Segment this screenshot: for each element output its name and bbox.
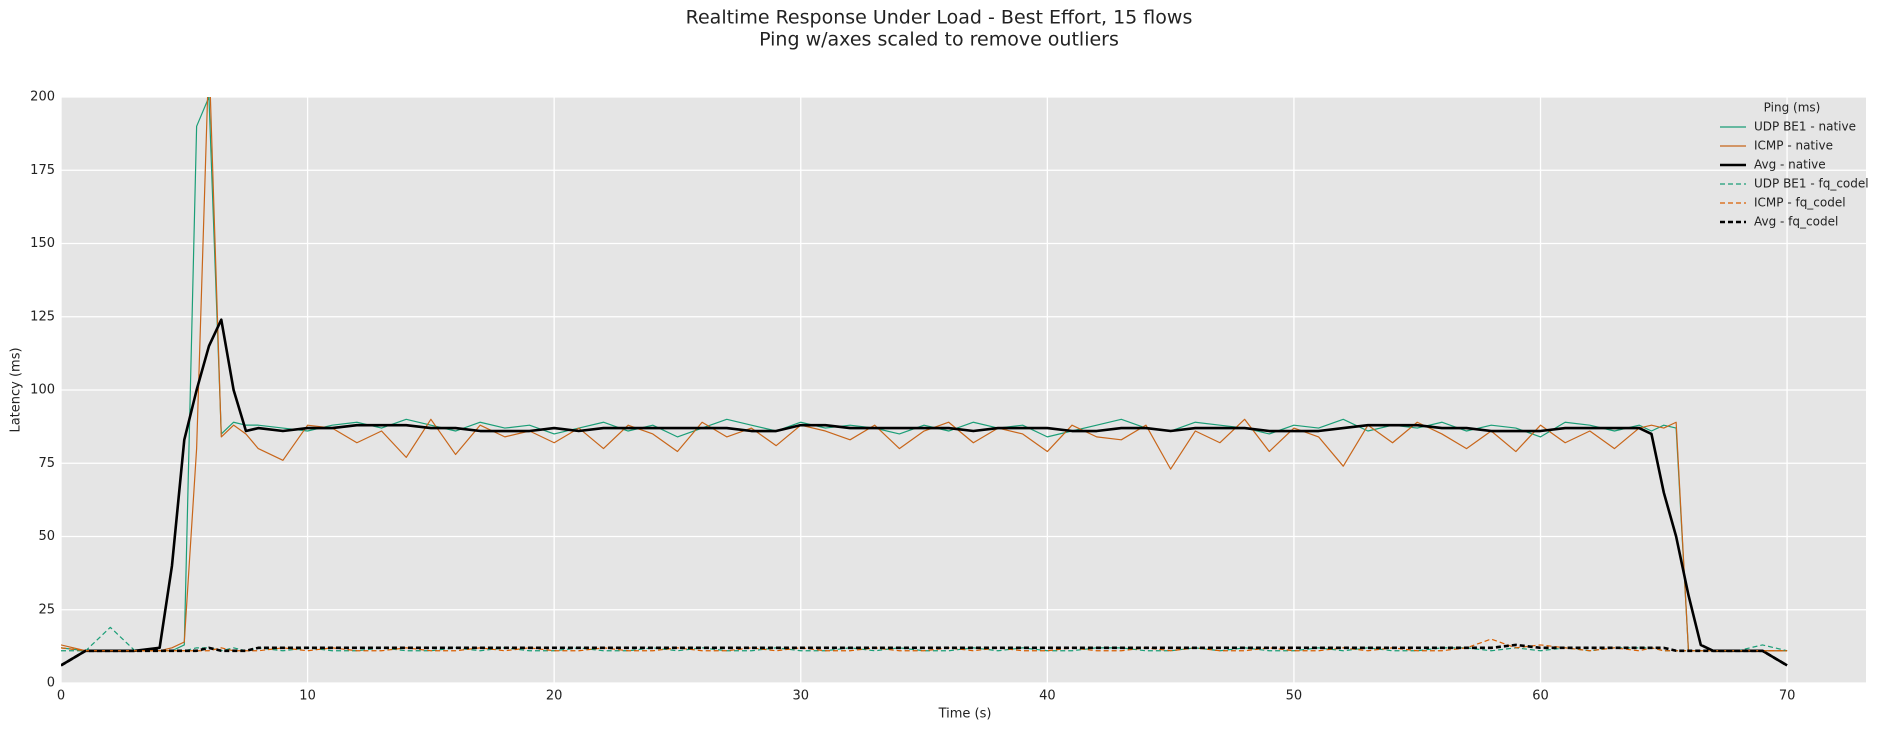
x-tick-label: 60 [1532, 689, 1549, 704]
legend-label: Avg - fq_codel [1754, 215, 1838, 229]
y-tick-label: 125 [30, 309, 55, 324]
legend-label: Avg - native [1754, 158, 1826, 172]
y-tick-label: 150 [30, 236, 55, 251]
x-tick-label: 50 [1286, 689, 1303, 704]
x-tick-label: 70 [1779, 689, 1796, 704]
legend-label: ICMP - native [1754, 139, 1833, 153]
legend-title: Ping (ms) [1764, 101, 1821, 115]
legend-label: ICMP - fq_codel [1754, 196, 1846, 210]
legend-label: UDP BE1 - fq_codel [1754, 177, 1869, 191]
x-tick-label: 20 [546, 689, 563, 704]
x-axis-label: Time (s) [938, 707, 992, 722]
series-line [61, 318, 1788, 667]
y-tick-label: 50 [38, 529, 55, 544]
x-tick-label: 40 [1039, 689, 1056, 704]
x-tick-label: 0 [57, 689, 65, 704]
y-tick-label: 0 [47, 676, 55, 691]
x-tick-label: 10 [299, 689, 316, 704]
legend-label: UDP BE1 - native [1754, 120, 1856, 134]
series-line [61, 638, 1788, 652]
lines [61, 97, 1788, 667]
series-line [61, 97, 1788, 652]
y-tick-label: 75 [38, 456, 55, 471]
series-line [61, 626, 1788, 652]
grid [60, 96, 1866, 684]
series-line [61, 97, 1788, 652]
y-tick-label: 175 [30, 163, 55, 178]
x-tick-label: 30 [792, 689, 809, 704]
y-tick-label: 200 [30, 90, 55, 105]
y-tick-label: 25 [38, 602, 55, 617]
series-line [61, 643, 1788, 667]
legend: Ping (ms) UDP BE1 - native ICMP - native Av… [1720, 101, 1869, 229]
y-axis-label: Latency (ms) [9, 347, 24, 432]
chart-title: Realtime Response Under Load - Best Effo… [686, 7, 1193, 29]
chart-subtitle: Ping w/axes scaled to remove outliers [759, 29, 1119, 51]
y-tick-label: 100 [30, 383, 55, 398]
